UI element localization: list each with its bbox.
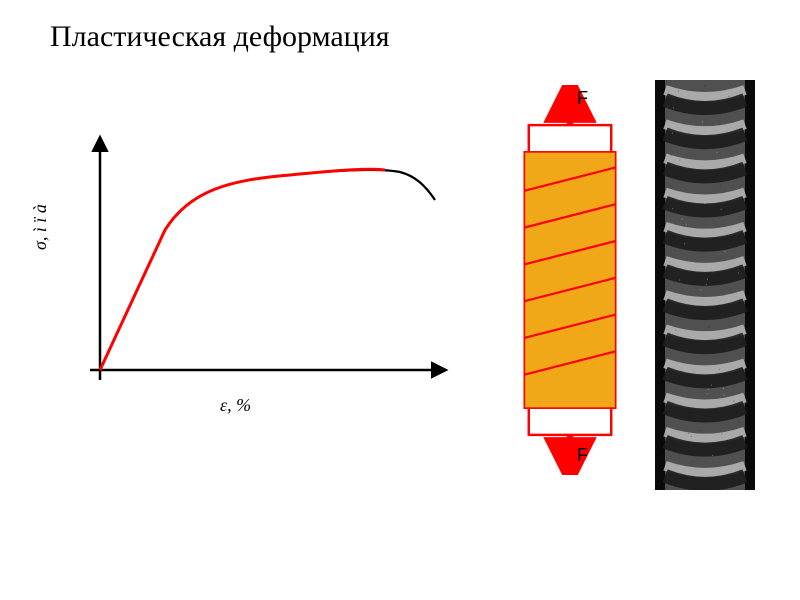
photo-svg <box>655 80 755 490</box>
specimen-diagram <box>500 85 640 475</box>
x-axis-label: ε, % <box>220 395 251 416</box>
y-axis-label: σ, ì ï à <box>30 204 51 250</box>
force-label-top: F <box>577 88 588 109</box>
page-title: Пластическая деформация <box>50 20 390 54</box>
stress-strain-chart <box>50 130 450 410</box>
force-label-bottom: F <box>577 445 588 466</box>
chart-svg <box>50 130 450 410</box>
slip-bands-photo <box>655 80 755 490</box>
specimen-svg <box>500 85 640 475</box>
